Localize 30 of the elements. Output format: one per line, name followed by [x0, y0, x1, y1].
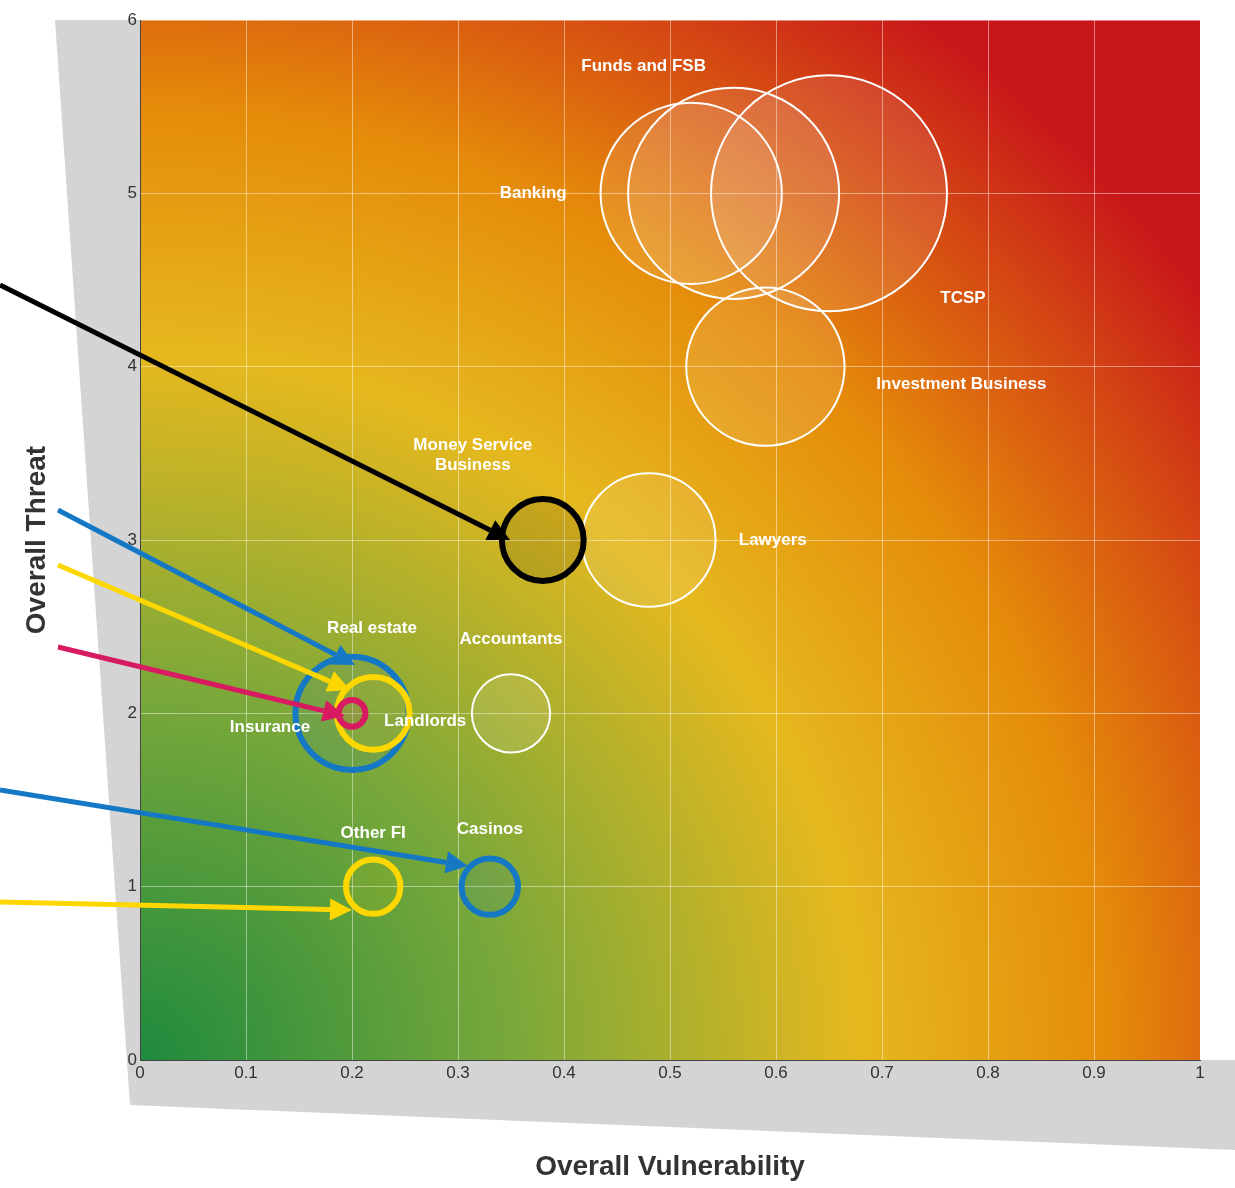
y-tick-label: 2: [127, 703, 137, 723]
x-tick-label: 0.7: [870, 1062, 894, 1082]
annotation: TCSP: [940, 288, 986, 308]
y-tick-label: 3: [127, 529, 137, 549]
annotation: Casinos: [456, 819, 523, 839]
y-tick-label: 1: [127, 876, 137, 896]
x-tick-label: 0.8: [976, 1062, 1000, 1082]
x-tick-label: 0.1: [234, 1062, 258, 1082]
annotation: Investment Business: [876, 374, 1047, 394]
y-tick-label: 0: [127, 1049, 137, 1069]
x-tick-label: 1: [1195, 1062, 1205, 1082]
y-axis-title: Overall Threat: [19, 445, 51, 635]
annotation: Money Service Business: [413, 434, 533, 474]
annotation: Other FI: [340, 823, 406, 843]
annotation: Real estate: [327, 618, 417, 638]
annotation: Landlords: [384, 711, 467, 731]
x-tick-label: 0.6: [764, 1062, 788, 1082]
annotation: Funds and FSB: [581, 56, 706, 76]
x-tick-label: 0.9: [1082, 1062, 1106, 1082]
annotation: Accountants: [459, 629, 563, 649]
y-tick-label: 4: [127, 356, 137, 376]
x-tick-label: 0.3: [446, 1062, 470, 1082]
y-tick-label: 5: [127, 183, 137, 203]
x-tick-label: 0.2: [340, 1062, 364, 1082]
annotation: Lawyers: [738, 529, 807, 549]
x-tick-label: 0.5: [658, 1062, 682, 1082]
y-tick-label: 6: [127, 9, 137, 29]
x-axis-title: Overall Vulnerability: [535, 1149, 806, 1181]
x-tick-label: 0.4: [552, 1062, 576, 1082]
annotation: Banking: [499, 183, 567, 203]
